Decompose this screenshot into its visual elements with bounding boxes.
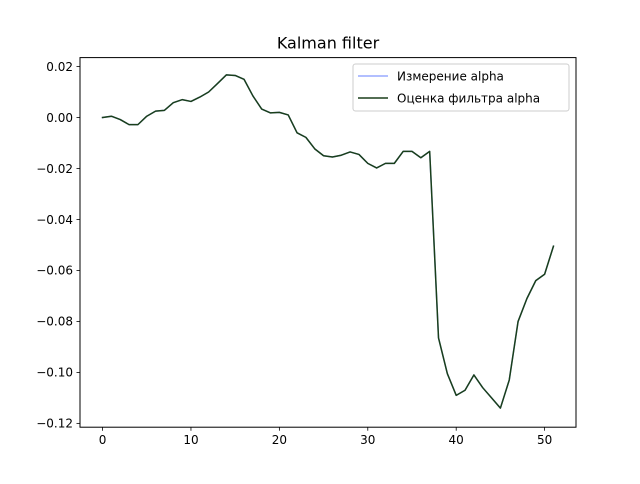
- x-tick-label: 20: [272, 433, 287, 447]
- y-tick-label: 0.00: [46, 111, 73, 125]
- legend-label: Измерение alpha: [397, 69, 504, 83]
- axes-frame: [79, 57, 577, 428]
- x-tick-label: 0: [99, 433, 107, 447]
- y-tick-label: −0.02: [36, 162, 73, 176]
- y-tick-label: −0.04: [36, 213, 73, 227]
- y-tick-label: −0.06: [36, 264, 73, 278]
- y-tick-label: 0.02: [46, 60, 73, 74]
- series-line-2: [101, 74, 555, 409]
- x-tick-label: 50: [537, 433, 552, 447]
- x-tick-label: 30: [360, 433, 375, 447]
- y-tick-label: −0.08: [36, 315, 73, 329]
- x-tick-label: 10: [183, 433, 198, 447]
- y-tick-label: −0.10: [36, 366, 73, 380]
- legend-box: [352, 63, 570, 112]
- x-tick-label: 40: [449, 433, 464, 447]
- y-tick-label: −0.12: [36, 417, 73, 431]
- legend: Измерение alpha Оценка фильтра alpha: [352, 63, 570, 112]
- legend-label: Оценка фильтра alpha: [397, 91, 540, 105]
- chart-title: Kalman filter: [277, 34, 380, 53]
